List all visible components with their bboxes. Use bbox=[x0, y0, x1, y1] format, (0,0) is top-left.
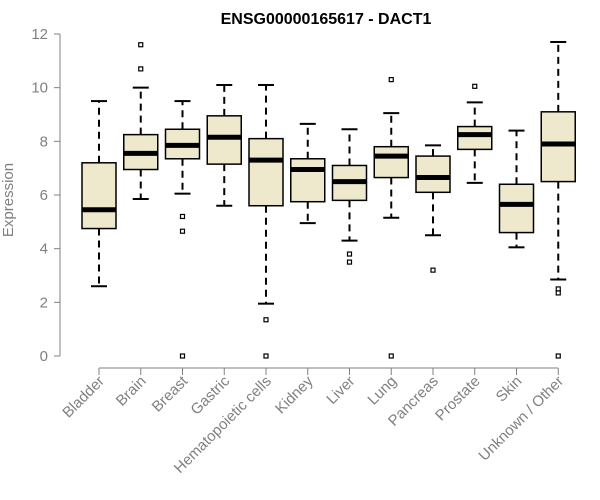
box bbox=[248, 137, 284, 207]
outlier-point bbox=[138, 66, 144, 72]
y-axis-title: Expression bbox=[0, 163, 17, 237]
x-tick-label: Prostate bbox=[432, 373, 484, 425]
outlier-point bbox=[555, 290, 561, 296]
outlier-point bbox=[179, 353, 186, 359]
outlier-point bbox=[388, 353, 394, 359]
y-tick-label: 12 bbox=[31, 26, 48, 43]
box-group bbox=[81, 100, 117, 288]
y-tick-label: 0 bbox=[40, 348, 48, 365]
outlier-point bbox=[472, 83, 478, 89]
y-tick-label: 6 bbox=[40, 187, 48, 204]
box bbox=[415, 155, 451, 194]
box-group bbox=[123, 42, 159, 201]
outlier-point bbox=[263, 317, 269, 323]
outlier-point bbox=[263, 353, 269, 359]
box-group bbox=[415, 144, 451, 273]
x-tick-label: Lung bbox=[364, 373, 400, 409]
x-tick-label: Bladder bbox=[59, 373, 108, 422]
x-tick-label: Brain bbox=[113, 373, 150, 410]
outlier-point bbox=[346, 259, 353, 265]
outlier-point bbox=[138, 42, 144, 48]
plot-area bbox=[81, 41, 576, 359]
box bbox=[81, 162, 117, 230]
box-group bbox=[164, 100, 201, 359]
box bbox=[457, 125, 493, 151]
outlier-point bbox=[555, 353, 561, 359]
box-group bbox=[540, 41, 576, 359]
x-tick-label: Liver bbox=[323, 373, 358, 408]
y-tick-label: 10 bbox=[31, 80, 48, 97]
box-group bbox=[331, 128, 368, 265]
box bbox=[373, 145, 409, 179]
outlier-point bbox=[555, 286, 561, 292]
x-tick-label: Skin bbox=[493, 373, 526, 406]
outlier-point bbox=[346, 251, 353, 257]
outlier-point bbox=[430, 267, 436, 273]
y-tick-label: 8 bbox=[40, 133, 48, 150]
chart-title: ENSG00000165617 - DACT1 bbox=[221, 11, 432, 28]
y-tick-label: 2 bbox=[40, 294, 48, 311]
box bbox=[498, 183, 535, 234]
y-axis: 0 2 4 6 8 10 12 bbox=[31, 26, 61, 365]
box-group bbox=[248, 83, 284, 359]
box bbox=[290, 158, 326, 203]
outlier-point bbox=[179, 228, 186, 234]
box-group bbox=[373, 77, 409, 359]
box bbox=[540, 111, 576, 183]
x-tick-label: Kidney bbox=[272, 372, 317, 417]
outlier-point bbox=[388, 77, 394, 83]
x-tick-label: Breast bbox=[149, 372, 192, 415]
y-tick-label: 4 bbox=[40, 241, 48, 258]
box bbox=[206, 115, 242, 165]
box-group bbox=[206, 83, 242, 207]
box-group bbox=[290, 122, 326, 225]
box-group bbox=[498, 129, 535, 249]
outlier-point bbox=[179, 213, 186, 220]
box-group bbox=[457, 83, 493, 184]
